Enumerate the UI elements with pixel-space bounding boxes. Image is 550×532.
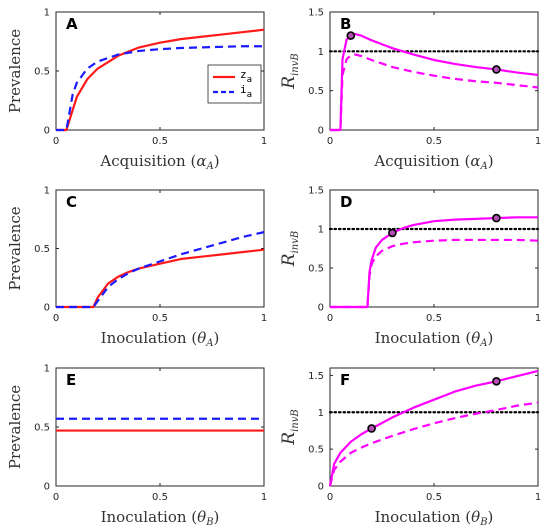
x-tick-label: 0.5 xyxy=(426,313,442,324)
panel-f: 0 0.5 1 0 0.5 1 1.5 Inoculation (θB) RinvB F xyxy=(279,367,541,528)
y-tick-label: 0.5 xyxy=(308,445,324,456)
x-axis-label: Inoculation (θB) xyxy=(375,508,494,528)
x-tick-label: 0 xyxy=(327,136,333,147)
x-axis-label: Inoculation (θA) xyxy=(101,329,220,349)
y-tick-label: 0.5 xyxy=(34,244,50,255)
x-tick-label: 1 xyxy=(261,136,267,147)
series-line-z-a xyxy=(56,28,265,132)
x-axis-label: Inoculation (θB) xyxy=(101,508,220,528)
data-point-marker xyxy=(346,31,356,40)
panel-d: 0 0.5 1 0 0.5 1 1.5 Inoculation (θA) RinvB D xyxy=(279,186,541,350)
series-line-i-a xyxy=(56,231,265,309)
x-tick-label: 0.5 xyxy=(426,492,442,503)
panel-e: 0 0.5 1 0 0.5 1 Inoculation (θB) Prevalence E xyxy=(6,364,267,529)
y-tick-label: 0.5 xyxy=(308,86,324,97)
x-axis-label: Inoculation (θA) xyxy=(375,329,494,349)
panel-c: 0 0.5 1 0 0.5 1 Inoculation (θA) Prevalence C xyxy=(6,186,267,350)
x-tick-label: 0 xyxy=(53,313,59,324)
axes-box xyxy=(329,367,539,487)
x-tick-label: 0 xyxy=(53,492,59,503)
x-axis-label: Acquisition (αA) xyxy=(99,152,219,172)
y-tick-label: 1 xyxy=(318,47,324,58)
data-point-marker xyxy=(492,376,501,386)
x-tick-label: 1 xyxy=(535,136,541,147)
axes-box xyxy=(55,367,265,487)
y-axis-label: RinvB xyxy=(279,409,301,445)
panel-letter: C xyxy=(66,193,77,211)
y-tick-label: 0 xyxy=(318,482,324,493)
y-tick-label: 1.5 xyxy=(308,186,324,197)
y-tick-label: 1 xyxy=(44,8,50,19)
y-axis-label: Prevalence xyxy=(6,29,24,113)
series-line-dashed xyxy=(330,238,539,309)
data-point-marker xyxy=(388,228,397,238)
y-tick-label: 1 xyxy=(44,186,50,197)
y-axis-label: RinvB xyxy=(279,231,301,267)
panel-letter: D xyxy=(340,193,352,211)
series-line-dashed xyxy=(330,53,539,132)
legend-box xyxy=(207,64,262,104)
y-tick-label: 0.5 xyxy=(34,67,50,78)
data-point-marker xyxy=(492,65,501,74)
panel-letter: F xyxy=(340,371,350,389)
x-tick-label: 1 xyxy=(535,313,541,324)
axes-box xyxy=(329,189,539,308)
x-tick-label: 1 xyxy=(261,492,267,503)
y-tick-label: 1.5 xyxy=(308,8,324,19)
x-tick-label: 0.5 xyxy=(152,492,168,503)
y-tick-label: 1 xyxy=(318,408,324,419)
x-tick-label: 0.5 xyxy=(152,136,168,147)
y-tick-label: 0 xyxy=(44,482,50,493)
panel-letter: E xyxy=(66,371,76,389)
y-axis-label: Prevalence xyxy=(6,206,24,290)
series-line-dashed xyxy=(328,401,539,487)
axes-box xyxy=(55,189,265,308)
x-tick-label: 0 xyxy=(53,136,59,147)
x-tick-label: 0.5 xyxy=(152,313,168,324)
y-tick-label: 1 xyxy=(318,225,324,236)
x-axis-label: Acquisition (αA) xyxy=(373,152,493,172)
data-point-marker xyxy=(367,424,376,433)
x-tick-label: 1 xyxy=(535,492,541,503)
y-tick-label: 0.5 xyxy=(308,264,324,275)
series-line-solid xyxy=(330,216,538,309)
legend-entry: za xyxy=(240,68,252,85)
y-tick-label: 0 xyxy=(44,303,50,314)
y-tick-label: 1.5 xyxy=(308,371,324,382)
y-axis-label: RinvB xyxy=(279,53,301,89)
series-line-i-a xyxy=(56,45,264,132)
x-tick-label: 0.5 xyxy=(426,136,442,147)
series-line-solid xyxy=(330,32,539,132)
y-axis-label: Prevalence xyxy=(6,385,24,469)
panel-a: 0 0.5 1 0 0.5 1 Acquisition (αA) Prevalence Azai… xyxy=(6,8,267,173)
y-tick-label: 0.5 xyxy=(34,423,50,434)
x-tick-label: 1 xyxy=(261,313,267,324)
y-tick-label: 0 xyxy=(318,303,324,314)
panel-letter: B xyxy=(340,15,351,33)
legend-entry: ia xyxy=(240,83,252,100)
y-tick-label: 1 xyxy=(44,364,50,375)
y-tick-label: 0 xyxy=(318,126,324,137)
x-tick-label: 0 xyxy=(327,492,333,503)
x-tick-label: 0 xyxy=(327,313,333,324)
data-point-marker xyxy=(492,213,501,223)
y-tick-label: 0 xyxy=(44,126,50,137)
panel-b: 0 0.5 1 0 0.5 1 1.5 Acquisition (αA) RinvB B xyxy=(279,8,541,173)
panel-letter: A xyxy=(66,15,78,33)
